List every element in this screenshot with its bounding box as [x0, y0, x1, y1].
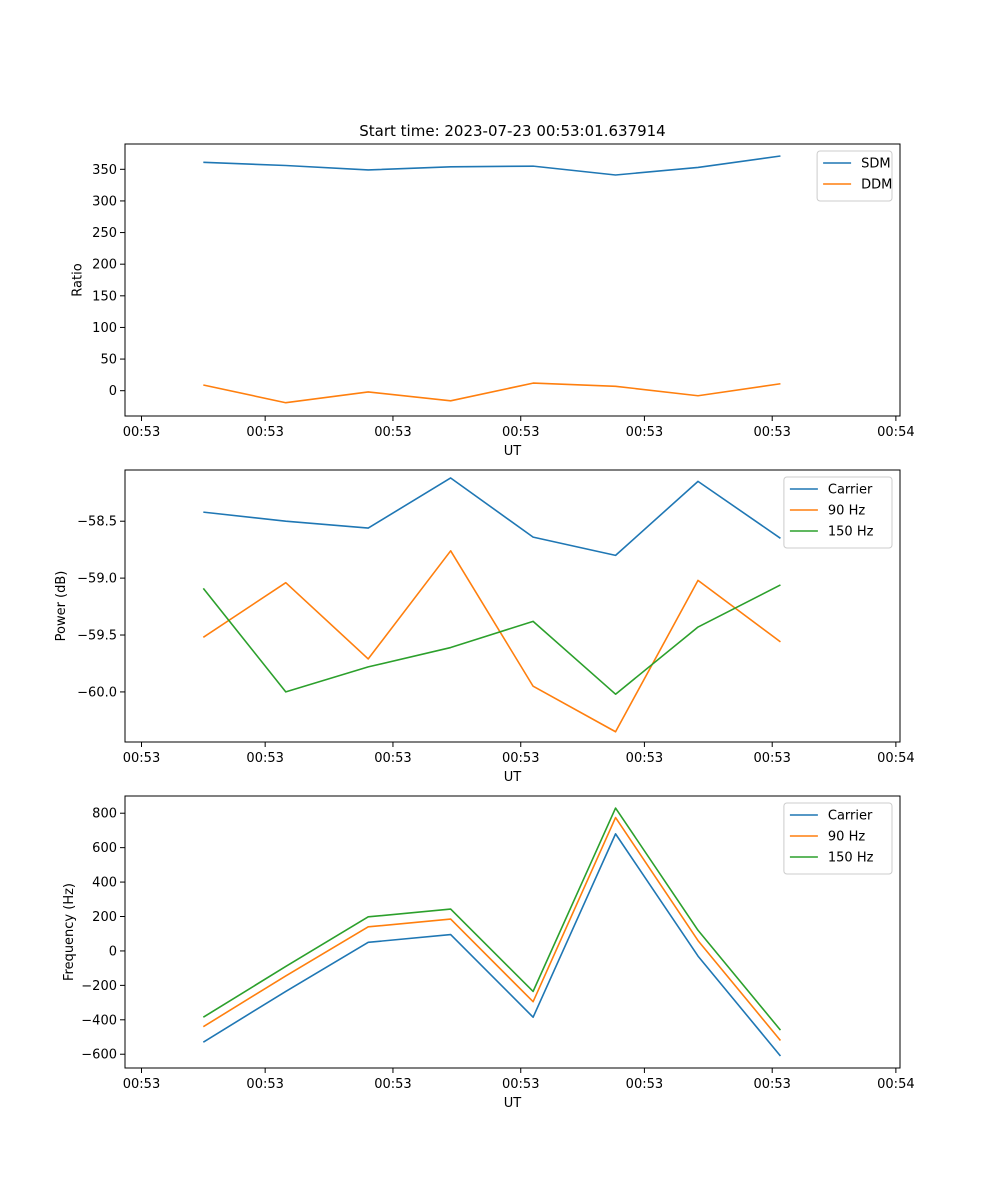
chart-1-x-tick-label: 00:53 [502, 751, 539, 766]
chart-0-series-sdm-line [203, 155, 781, 176]
chart-2-legend-label: Carrier [828, 809, 873, 824]
chart-2-series-150-hz-line [202, 807, 782, 1031]
chart-1-x-tick-label: 00:53 [626, 751, 663, 766]
chart-0-y-tick-label: 0 [109, 384, 117, 399]
chart-2-x-tick-label: 00:53 [753, 1077, 790, 1092]
chart-2-x-tick-label: 00:53 [374, 1077, 411, 1092]
chart-2: 00:53 00:53 00:53 00:53 00:53 00:53 00:54 −600 −… [62, 795, 915, 1111]
chart-2-x-tick-label: 00:53 [123, 1077, 160, 1092]
chart-0-y-tick-label: 150 [92, 289, 117, 304]
chart-0-y-axis-label: Ratio [70, 263, 85, 296]
chart-1-y-tick-label: −59.5 [77, 629, 117, 644]
chart-1-x-axis-label: UT [504, 770, 522, 785]
chart-1-y-tick-label: −59.0 [77, 572, 117, 587]
chart-0-x-tick-label: 00:53 [753, 425, 790, 440]
chart-0-x-tick-label: 00:53 [626, 425, 663, 440]
chart-2-x-tick-label: 00:53 [246, 1077, 283, 1092]
chart-2-y-tick-label: −600 [81, 1048, 117, 1063]
chart-2-y-tick-label: 800 [92, 807, 117, 822]
chart-1-axes-frame [124, 469, 901, 743]
chart-2-y-tick-label: −400 [81, 1013, 117, 1028]
chart-2-y-tick-label: 600 [92, 841, 117, 856]
chart-2-y-tick-label: −200 [81, 979, 117, 994]
chart-1: 00:53 00:53 00:53 00:53 00:53 00:53 00:54 −60.0… [54, 469, 915, 785]
chart-0-legend-label: SDM [861, 157, 890, 172]
chart-0-series-ddm-line [203, 382, 781, 404]
chart-0-y-tick-label: 300 [92, 194, 117, 209]
chart-2-y-tick-label: 400 [92, 876, 117, 891]
chart-1-y-tick-label: −60.0 [77, 685, 117, 700]
chart-1-series-90-hz-line [202, 549, 781, 733]
chart-2-y-tick-label: 0 [109, 944, 117, 959]
chart-1-y-tick-label: −58.5 [77, 515, 117, 530]
chart-1-series-150-hz-line [202, 584, 781, 696]
chart-0-title: Start time: 2023-07-23 00:53:01.637914 [359, 122, 665, 140]
chart-2-x-tick-label: 00:53 [502, 1077, 539, 1092]
chart-2-legend-label: 150 Hz [828, 851, 874, 866]
chart-0-y-tick-label: 250 [92, 226, 117, 241]
chart-0-y-tick-label: 350 [92, 163, 117, 178]
chart-2-x-tick-label: 00:54 [877, 1077, 914, 1092]
chart-2-x-tick-label: 00:53 [626, 1077, 663, 1092]
chart-2-series-90-hz-line [202, 816, 782, 1041]
chart-0-x-tick-label: 00:53 [123, 425, 160, 440]
chart-0-x-tick-label: 00:53 [502, 425, 539, 440]
chart-1-y-axis-label: Power (dB) [54, 571, 69, 642]
chart-1-x-tick-label: 00:53 [246, 751, 283, 766]
chart-1-series-carrier-line [203, 477, 781, 557]
chart-1-legend-label: 90 Hz [828, 504, 865, 519]
chart-2-series-carrier-line [202, 833, 782, 1057]
chart-1-x-tick-label: 00:53 [374, 751, 411, 766]
chart-0-x-tick-label: 00:54 [877, 425, 914, 440]
chart-0-y-tick-label: 100 [92, 321, 117, 336]
chart-2-axes-frame [124, 795, 901, 1069]
chart-1-x-tick-label: 00:54 [877, 751, 914, 766]
chart-0-legend-label: DDM [861, 178, 892, 193]
chart-0-y-tick-label: 50 [100, 353, 117, 368]
chart-1-legend: Carrier 90 Hz 150 Hz [783, 476, 893, 549]
chart-0-x-tick-label: 00:53 [246, 425, 283, 440]
chart-0: 00:53 00:53 00:53 00:53 00:53 00:53 00:54 0 50 10… [70, 122, 914, 459]
chart-1-x-tick-label: 00:53 [753, 751, 790, 766]
chart-1-legend-label: 150 Hz [828, 525, 874, 540]
chart-0-x-tick-label: 00:53 [374, 425, 411, 440]
chart-0-legend: SDM DDM [816, 150, 893, 202]
chart-1-legend-label: Carrier [828, 483, 873, 498]
chart-2-legend: Carrier 90 Hz 150 Hz [783, 802, 893, 875]
chart-0-x-axis-label: UT [504, 444, 522, 459]
chart-2-y-axis-label: Frequency (Hz) [62, 883, 77, 981]
chart-2-legend-label: 90 Hz [828, 830, 865, 845]
chart-1-x-tick-label: 00:53 [123, 751, 160, 766]
chart-0-axes-frame [124, 143, 901, 417]
chart-2-y-tick-label: 200 [92, 910, 117, 925]
chart-0-y-tick-label: 200 [92, 258, 117, 273]
chart-2-x-axis-label: UT [504, 1096, 522, 1111]
